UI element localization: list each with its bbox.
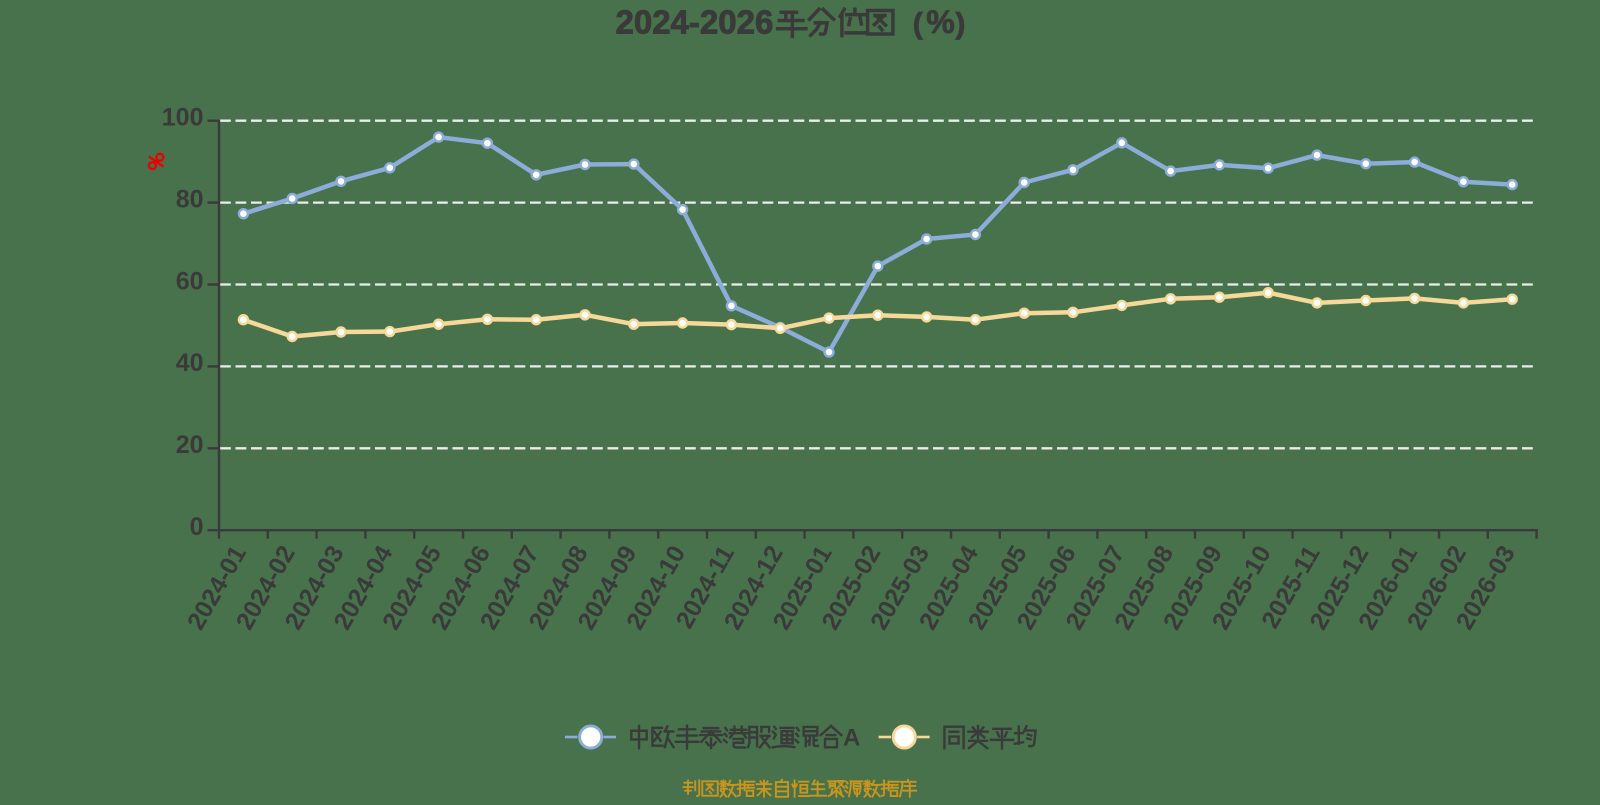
svg-text:60: 60 <box>176 267 204 295</box>
svg-text:20: 20 <box>176 431 204 459</box>
svg-text:80: 80 <box>176 185 204 213</box>
svg-text:100: 100 <box>162 104 204 132</box>
svg-text:A: A <box>843 725 860 752</box>
svg-text:0: 0 <box>190 513 204 541</box>
svg-text:40: 40 <box>176 349 204 377</box>
svg-text:2024-2026: 2024-2026 <box>616 3 774 40</box>
svg-text:): ) <box>955 8 965 41</box>
svg-text:(: ( <box>913 8 923 41</box>
svg-text:%: % <box>926 4 954 40</box>
